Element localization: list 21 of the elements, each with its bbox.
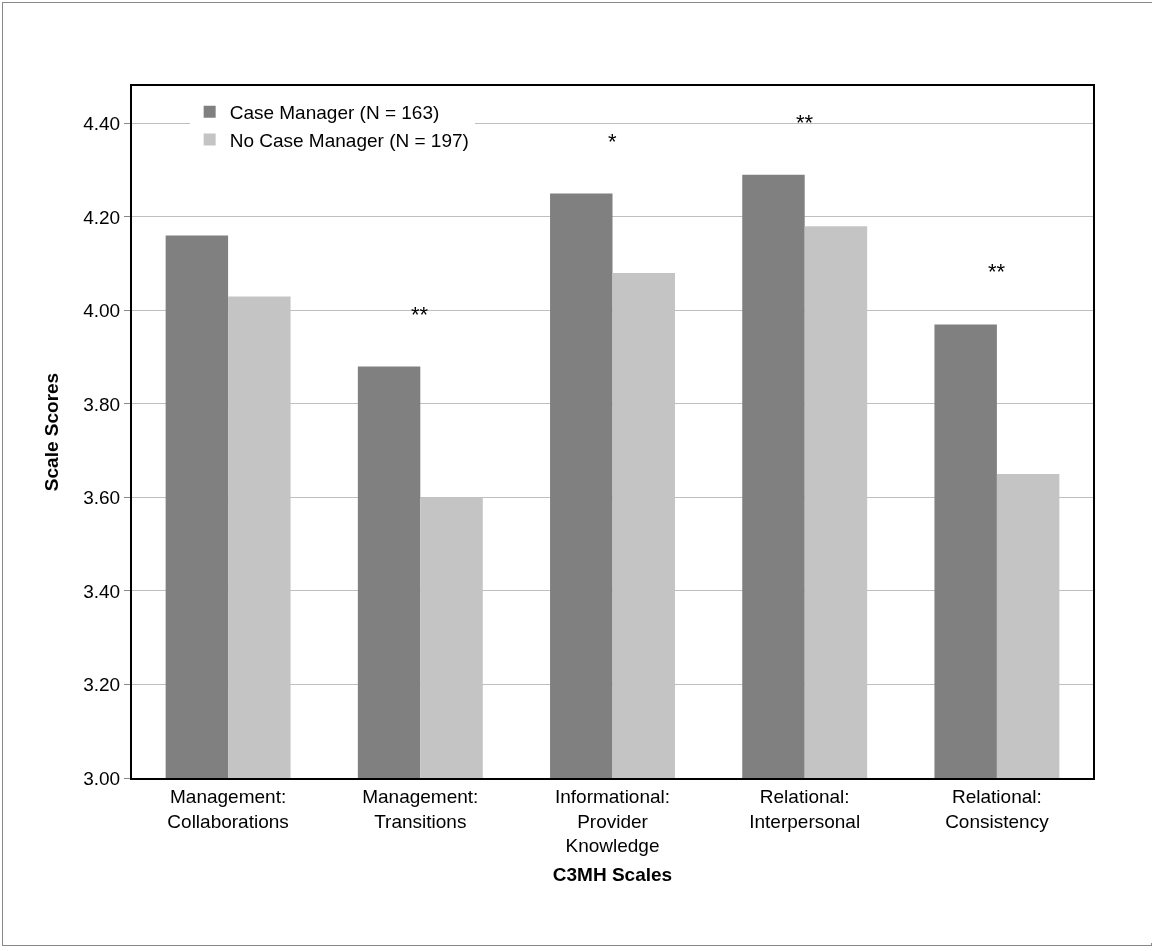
x-tick-label: Management: Transitions	[362, 785, 479, 832]
y-tick-label: 4.20	[83, 206, 121, 228]
x-axis-title: C3MH Scales	[552, 863, 673, 885]
x-tick-label: Management: Collaborations	[167, 785, 289, 832]
y-tick-label: 3.00	[83, 767, 121, 789]
y-tick-label: 4.00	[83, 300, 121, 322]
x-tick-label: Relational: Interpersonal	[749, 785, 861, 832]
annotation: *	[608, 129, 617, 154]
legend-label: Case Manager (N = 163)	[229, 102, 440, 124]
y-tick-label: 3.60	[83, 487, 121, 509]
y-tick-label: 3.80	[83, 393, 121, 415]
annotation: **	[988, 259, 1006, 284]
y-axis-title: Scale Scores	[40, 372, 62, 492]
x-tick-label: Informational: Provider Knowledge	[554, 785, 671, 857]
y-tick-label: 3.40	[83, 580, 121, 602]
annotation: **	[411, 302, 429, 327]
y-tick-label: 3.20	[83, 674, 121, 696]
legend-label: No Case Manager (N = 197)	[229, 129, 469, 151]
y-tick-label: 4.40	[83, 113, 121, 135]
annotation: **	[796, 110, 814, 135]
x-tick-label: Relational: Consistency	[945, 785, 1050, 832]
